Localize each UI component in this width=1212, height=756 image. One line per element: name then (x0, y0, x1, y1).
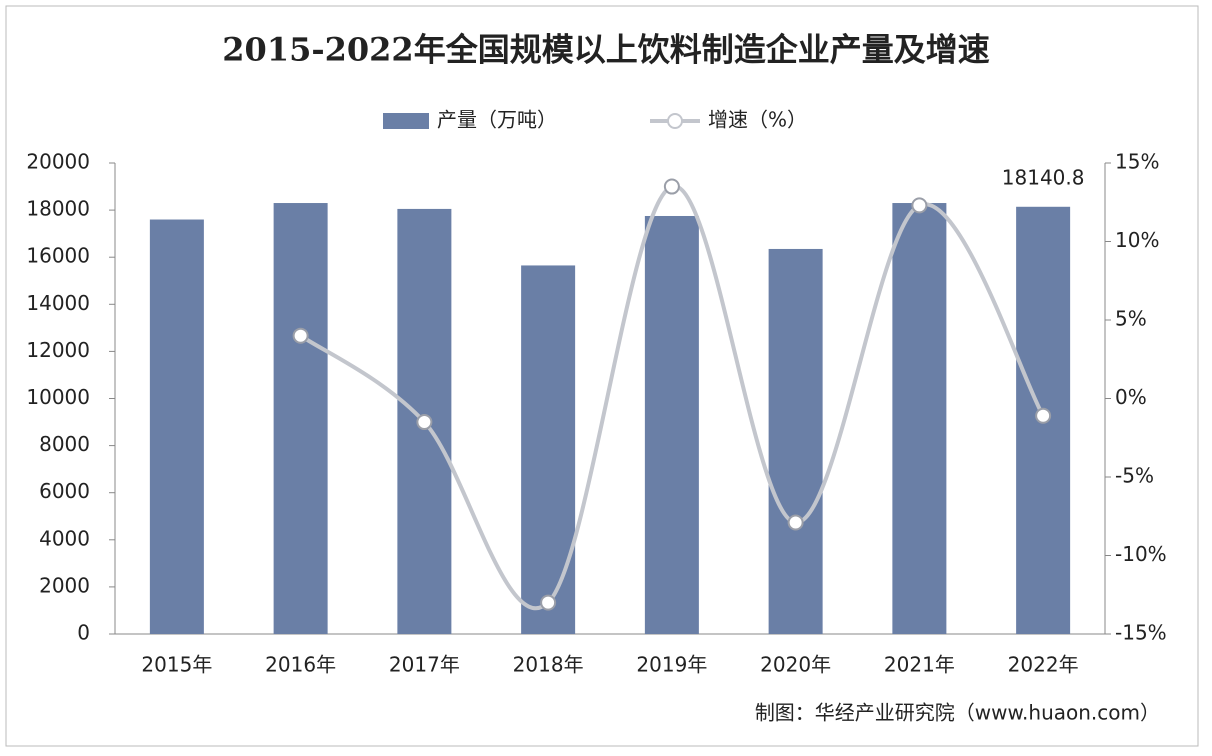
y2-tick-label: 10% (1115, 228, 1159, 252)
x-tick-label: 2021年 (884, 653, 955, 677)
y-tick-label: 6000 (39, 479, 90, 503)
line-marker (292, 327, 309, 344)
y-tick-label: 20000 (26, 150, 90, 174)
line-marker (911, 197, 928, 214)
x-tick-label: 2016年 (265, 653, 336, 677)
chart-title: 2015-2022年全国规模以上饮料制造企业产量及增速 (222, 31, 989, 69)
line-marker (416, 414, 433, 431)
bar (644, 215, 699, 635)
line-marker (663, 178, 680, 195)
x-tick-label: 2019年 (636, 653, 707, 677)
y2-tick-label: -10% (1115, 542, 1167, 566)
y2-tick-label: 0% (1115, 385, 1147, 409)
x-tick-label: 2020年 (760, 653, 831, 677)
x-tick-label: 2015年 (141, 653, 212, 677)
y-tick-label: 2000 (39, 573, 90, 597)
legend-swatch (383, 113, 429, 129)
legend-marker (667, 113, 683, 129)
data-label: 18140.8 (1002, 165, 1085, 189)
y2-tick-label: -15% (1115, 621, 1167, 645)
bar (521, 265, 576, 634)
x-tick-label: 2018年 (513, 653, 584, 677)
frame (5, 5, 1199, 747)
bar (273, 203, 328, 634)
line-marker (1035, 407, 1052, 424)
y-tick-label: 0 (77, 621, 90, 645)
y-tick-label: 18000 (26, 197, 90, 221)
bar (149, 219, 204, 634)
line-marker (540, 594, 557, 611)
bar (892, 203, 947, 634)
y-tick-label: 14000 (26, 291, 90, 315)
y2-tick-label: 15% (1115, 150, 1159, 174)
x-tick-label: 2022年 (1008, 653, 1079, 677)
y2-tick-label: 5% (1115, 307, 1147, 331)
y-tick-label: 4000 (39, 526, 90, 550)
y-tick-label: 16000 (26, 244, 90, 268)
line-marker (787, 514, 804, 531)
y2-tick-label: -5% (1115, 464, 1154, 488)
x-tick-label: 2017年 (389, 653, 460, 677)
legend-label: 增速（%） (708, 108, 807, 132)
legend-label: 产量（万吨） (437, 108, 557, 132)
y-tick-label: 12000 (26, 338, 90, 362)
source: 制图：华经产业研究院（www.huaon.com） (755, 701, 1160, 725)
y-tick-label: 8000 (39, 432, 90, 456)
y-tick-label: 10000 (26, 385, 90, 409)
bar (768, 248, 823, 634)
